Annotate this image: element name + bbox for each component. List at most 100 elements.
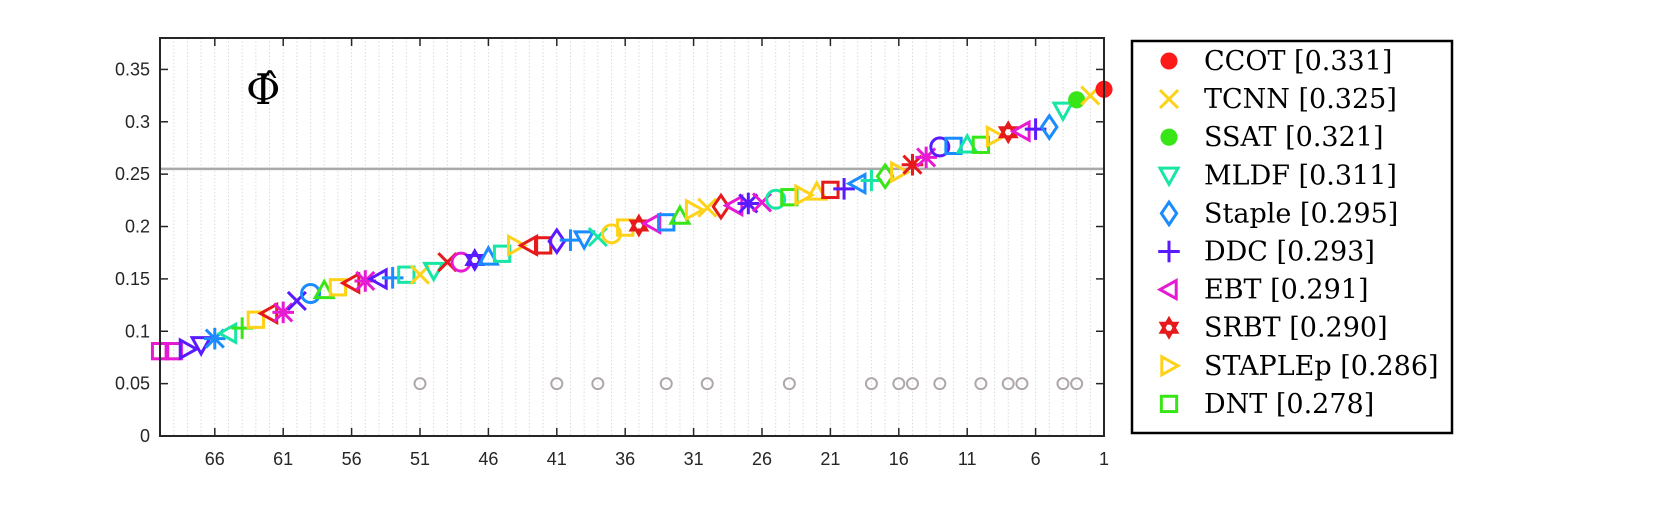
data-point bbox=[476, 244, 500, 266]
data-point bbox=[216, 321, 238, 345]
data-point bbox=[397, 265, 416, 284]
legend-label: DDC [0.293] bbox=[1204, 237, 1375, 268]
legend-frame bbox=[1130, 39, 1454, 435]
zero-marker bbox=[974, 377, 988, 391]
data-point bbox=[559, 229, 582, 251]
legend-marker bbox=[1158, 315, 1180, 340]
zero-marker bbox=[782, 377, 796, 391]
legend-label: CCOT [0.331] bbox=[1204, 46, 1392, 77]
data-point bbox=[1051, 101, 1075, 123]
x-tick-label: 6 bbox=[1031, 449, 1041, 469]
data-point bbox=[312, 278, 336, 300]
x-tick-label: 66 bbox=[205, 449, 225, 469]
data-point bbox=[507, 233, 528, 257]
data-point bbox=[890, 160, 911, 184]
zero-marker bbox=[864, 377, 878, 391]
y-tick-label: 0.3 bbox=[125, 112, 150, 132]
data-point bbox=[204, 327, 226, 350]
data-point bbox=[547, 227, 567, 256]
data-point bbox=[915, 146, 937, 169]
legend-label: EBT [0.291] bbox=[1204, 275, 1369, 306]
data-point bbox=[765, 188, 787, 210]
legend-label: DNT [0.278] bbox=[1204, 389, 1374, 420]
x-tick-label: 1 bbox=[1099, 449, 1109, 469]
zero-marker bbox=[933, 377, 947, 391]
y-tick-label: 0.35 bbox=[115, 59, 150, 79]
legend-label: SSAT [0.321] bbox=[1204, 122, 1384, 153]
x-tick-label: 41 bbox=[547, 449, 567, 469]
zero-marker bbox=[413, 377, 427, 391]
data-point bbox=[794, 183, 816, 207]
legend-marker bbox=[1156, 278, 1178, 302]
data-point bbox=[929, 136, 951, 158]
legend-marker bbox=[1160, 52, 1178, 70]
zero-marker bbox=[659, 377, 673, 391]
y-tick-label: 0.15 bbox=[115, 269, 150, 289]
legend-label: MLDF [0.311] bbox=[1204, 160, 1397, 191]
x-tick-label: 16 bbox=[889, 449, 909, 469]
data-point bbox=[845, 172, 867, 196]
data-point bbox=[737, 192, 760, 215]
legend-marker bbox=[1159, 394, 1179, 414]
data-point bbox=[833, 178, 855, 200]
y-tick-label: 0.05 bbox=[115, 374, 150, 394]
x-tick-label: 21 bbox=[820, 449, 840, 469]
data-point bbox=[711, 192, 731, 221]
x-tick-label: 46 bbox=[478, 449, 498, 469]
x-tick-label: 11 bbox=[958, 449, 977, 469]
zero-marker bbox=[892, 377, 906, 391]
legend-marker bbox=[1158, 89, 1180, 110]
phi-annotation: Φ̂ bbox=[246, 65, 280, 114]
legend-marker bbox=[1159, 199, 1179, 228]
y-tick-label: 0.2 bbox=[125, 217, 150, 237]
legend-marker bbox=[1158, 240, 1180, 263]
legend-marker bbox=[1160, 128, 1178, 146]
legend-label: STAPLEp [0.286] bbox=[1204, 351, 1439, 382]
zero-marker bbox=[700, 377, 714, 391]
grid-lines bbox=[159, 38, 1105, 436]
data-point bbox=[272, 301, 294, 324]
legend-label: Staple [0.295] bbox=[1204, 198, 1398, 229]
data-point bbox=[339, 271, 361, 295]
x-tick-label: 31 bbox=[684, 449, 704, 469]
zero-marker bbox=[1001, 377, 1015, 391]
x-tick-label: 26 bbox=[752, 449, 772, 469]
data-point bbox=[1068, 91, 1086, 109]
data-point bbox=[684, 198, 706, 222]
y-tick-label: 0.25 bbox=[115, 164, 150, 184]
legend-label: SRBT [0.290] bbox=[1204, 313, 1388, 344]
zero-marker bbox=[591, 377, 605, 391]
x-tick-label: 36 bbox=[615, 449, 635, 469]
data-point bbox=[246, 310, 265, 329]
plot-frame bbox=[159, 37, 1105, 437]
data-point bbox=[697, 197, 718, 218]
data-point bbox=[178, 337, 200, 361]
y-tick-label: 0.1 bbox=[125, 321, 150, 341]
data-point bbox=[572, 230, 596, 252]
x-tick-label: 56 bbox=[342, 449, 362, 469]
data-point bbox=[464, 248, 486, 273]
x-tick-label: 51 bbox=[410, 449, 430, 469]
legend-label: TCNN [0.325] bbox=[1204, 84, 1397, 115]
data-point bbox=[300, 283, 322, 305]
data-point bbox=[805, 179, 829, 201]
y-tick-label: 0 bbox=[140, 426, 150, 446]
data-point bbox=[328, 278, 348, 297]
data-point bbox=[722, 194, 744, 218]
legend: CCOT [0.331] TCNN [0.325] SSAT [0.321] MLDF… bbox=[1130, 39, 1454, 435]
zero-marker bbox=[1056, 377, 1070, 391]
data-point bbox=[422, 261, 446, 283]
zero-marker bbox=[905, 377, 919, 391]
x-tick-label: 61 bbox=[273, 449, 293, 469]
zero-markers bbox=[413, 377, 1084, 391]
zero-marker bbox=[1015, 377, 1029, 391]
data-point bbox=[1009, 119, 1031, 143]
zero-marker bbox=[550, 377, 564, 391]
legend-marker bbox=[1160, 354, 1182, 378]
legend-marker bbox=[1157, 166, 1181, 188]
data-point bbox=[668, 203, 692, 225]
data-point bbox=[955, 132, 979, 154]
data-points bbox=[150, 80, 1113, 361]
data-point bbox=[1039, 113, 1059, 141]
